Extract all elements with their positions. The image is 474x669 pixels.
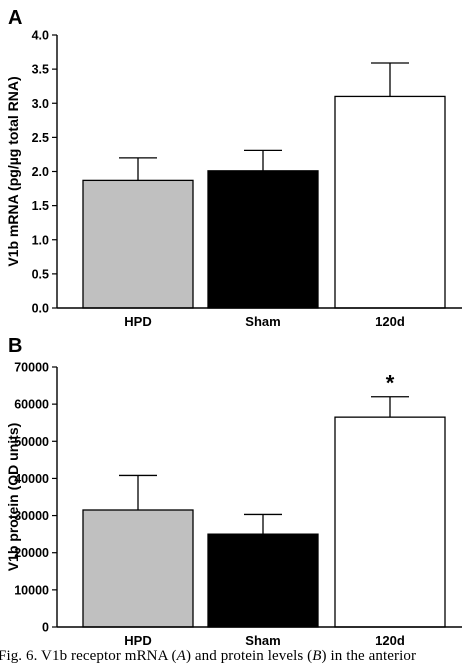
y-axis-label: V1b protein (OD units) [5, 423, 21, 572]
y-tick-label: 10000 [14, 583, 49, 597]
y-tick-label: 40000 [14, 472, 49, 486]
x-tick-label: 120d [375, 633, 405, 648]
x-tick-label: Sham [245, 314, 280, 329]
y-axis-label: V1b mRNA (pg/µg total RNA) [5, 76, 21, 266]
bar-hpd [82, 179, 194, 309]
x-tick-label: HPD [124, 633, 151, 648]
y-tick-label: 0 [42, 621, 49, 635]
y-tick-label: 20000 [14, 546, 49, 560]
y-tick-label: 70000 [14, 361, 49, 375]
x-tick-label: Sham [245, 633, 280, 648]
panel-a: A V1b mRNA (pg/µg total RNA) HPD Sham 120d 0.… [5, 7, 462, 329]
bar-sham [207, 170, 319, 309]
y-tick-label: 2.5 [32, 131, 49, 145]
y-tick-label: 30000 [14, 509, 49, 523]
bar-120d [334, 416, 446, 628]
panel-a-label: A [8, 7, 22, 29]
panel-b: B V1b protein (OD units) HPD Sham * 120d 0 1000… [5, 335, 462, 648]
y-tick-label: 0.5 [32, 267, 49, 281]
panel-b-label: B [8, 335, 22, 357]
y-tick-label: 3.5 [32, 63, 49, 77]
bar-120d [334, 95, 446, 309]
y-tick-label: 60000 [14, 398, 49, 412]
figure-caption: Fig. 6. V1b receptor mRNA (A) and protei… [0, 648, 417, 664]
y-tick-label: 1.0 [32, 233, 49, 247]
y-tick-label: 3.0 [32, 97, 49, 111]
x-tick-label: 120d [375, 314, 405, 329]
x-tick-label: HPD [124, 314, 151, 329]
bar-sham [207, 533, 319, 628]
y-tick-label: 1.5 [32, 199, 49, 213]
y-tick-label: 4.0 [32, 29, 49, 43]
y-tick-label: 2.0 [32, 165, 49, 179]
y-tick-label: 50000 [14, 435, 49, 449]
significance-marker: * [386, 371, 395, 396]
y-tick-label: 0.0 [32, 302, 49, 316]
bar-hpd [82, 509, 194, 628]
